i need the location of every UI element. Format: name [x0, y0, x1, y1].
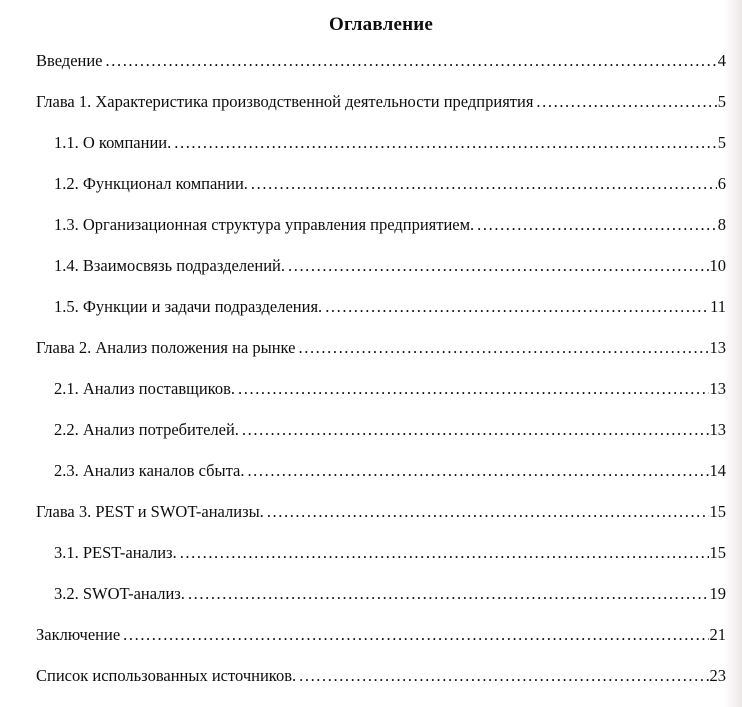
toc-entry[interactable]: 2.1. Анализ поставщиков. ...............…: [36, 368, 726, 409]
toc-entry-label: 1.1. О компании.: [54, 133, 172, 152]
toc-entry[interactable]: 3.2. SWOT-анализ. ......................…: [36, 573, 726, 614]
toc-entry[interactable]: 1.1. О компании. .......................…: [36, 122, 726, 163]
toc-page-number: 6: [717, 174, 726, 193]
toc-list: Введение ...............................…: [36, 40, 726, 696]
toc-entry[interactable]: Введение ...............................…: [36, 40, 726, 81]
toc-entry[interactable]: Список использованных источников. ......…: [36, 655, 726, 696]
toc-leader-dots: ........................................…: [238, 379, 708, 398]
toc-leader-dots: ........................................…: [187, 584, 709, 603]
toc-entry[interactable]: 3.1. PEST-анализ. ......................…: [36, 532, 726, 573]
toc-leader-dots: ........................................…: [174, 133, 717, 152]
toc-page-number: 23: [709, 666, 727, 685]
toc-page-number: 21: [709, 625, 727, 644]
toc-leader-dots: ........................................…: [247, 461, 709, 480]
toc-entry-label: Глава 1. Характеристика производственной…: [36, 92, 534, 111]
toc-page-number: 13: [709, 338, 727, 357]
toc-leader-dots: ........................................…: [288, 256, 709, 275]
toc-page-number: 15: [709, 502, 727, 521]
toc-page-number: 5: [717, 92, 726, 111]
toc-leader-dots: ........................................…: [325, 297, 710, 316]
toc-entry[interactable]: Глава 1. Характеристика производственной…: [36, 81, 726, 122]
toc-page-number: 4: [717, 51, 726, 70]
toc-entry-label: Глава 2. Анализ положения на рынке: [36, 338, 296, 357]
toc-page-number: 19: [709, 584, 727, 603]
toc-page-number: 11: [710, 297, 726, 316]
toc-page-number: 10: [709, 256, 727, 275]
toc-entry[interactable]: 1.3. Организационная структура управлени…: [36, 204, 726, 245]
toc-leader-dots: ........................................…: [477, 215, 717, 234]
toc-leader-dots: ........................................…: [266, 502, 709, 521]
toc-page-number: 13: [709, 379, 727, 398]
toc-leader-dots: ........................................…: [536, 92, 716, 111]
toc-leader-dots: ........................................…: [123, 625, 709, 644]
toc-leader-dots: ........................................…: [105, 51, 717, 70]
toc-page-number: 5: [717, 133, 726, 152]
toc-entry[interactable]: 2.3. Анализ каналов сбыта. .............…: [36, 450, 726, 491]
toc-page-number: 8: [717, 215, 726, 234]
toc-entry-label: Введение: [36, 51, 103, 70]
toc-entry-label: 1.4. Взаимосвязь подразделений.: [54, 256, 285, 275]
toc-entry-label: Список использованных источников.: [36, 666, 297, 685]
toc-entry-label: 3.1. PEST-анализ.: [54, 543, 177, 562]
toc-entry-label: 3.2. SWOT-анализ.: [54, 584, 185, 603]
toc-entry[interactable]: 1.5. Функции и задачи подразделения. ...…: [36, 286, 726, 327]
toc-page-number: 13: [709, 420, 727, 439]
toc-entry-label: 1.2. Функционал компании.: [54, 174, 248, 193]
toc-entry-label: 1.5. Функции и задачи подразделения.: [54, 297, 323, 316]
toc-page-number: 14: [709, 461, 727, 480]
toc-leader-dots: ........................................…: [179, 543, 709, 562]
toc-leader-dots: ........................................…: [298, 338, 709, 357]
toc-entry[interactable]: 1.2. Функционал компании. ..............…: [36, 163, 726, 204]
toc-entry-label: 1.3. Организационная структура управлени…: [54, 215, 475, 234]
toc-entry[interactable]: 1.4. Взаимосвязь подразделений. ........…: [36, 245, 726, 286]
toc-entry-label: 2.1. Анализ поставщиков.: [54, 379, 236, 398]
toc-entry[interactable]: Глава 2. Анализ положения на рынке .....…: [36, 327, 726, 368]
toc-entry-label: 2.3. Анализ каналов сбыта.: [54, 461, 245, 480]
toc-entry-label: Глава 3. PEST и SWOT-анализы.: [36, 502, 264, 521]
toc-entry-label: Заключение: [36, 625, 121, 644]
toc-entry-label: 2.2. Анализ потребителей.: [54, 420, 239, 439]
toc-entry[interactable]: Заключение .............................…: [36, 614, 726, 655]
toc-entry[interactable]: 2.2. Анализ потребителей. ..............…: [36, 409, 726, 450]
toc-leader-dots: ........................................…: [250, 174, 717, 193]
toc-title: Оглавление: [328, 14, 434, 35]
toc-entry[interactable]: Глава 3. PEST и SWOT-анализы. ..........…: [36, 491, 726, 532]
toc-leader-dots: ........................................…: [299, 666, 708, 685]
toc-page-number: 15: [709, 543, 727, 562]
toc-leader-dots: ........................................…: [241, 420, 709, 439]
